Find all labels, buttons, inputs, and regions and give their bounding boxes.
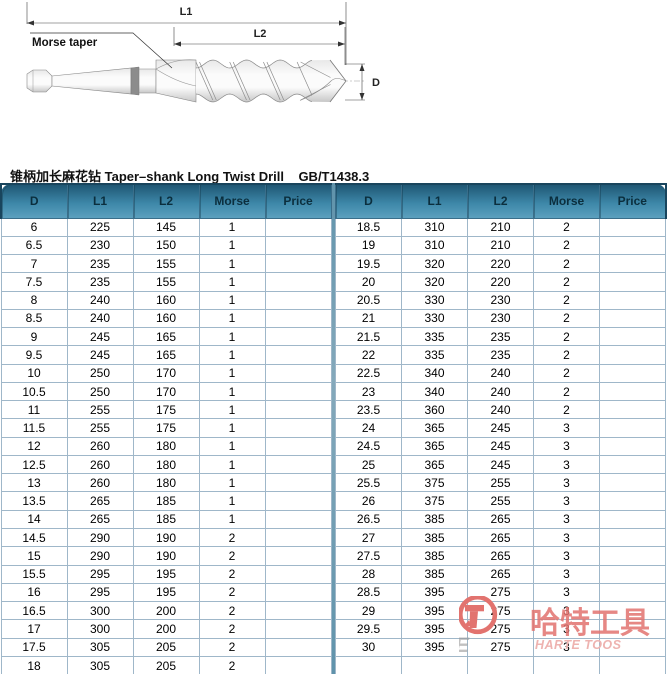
svg-text:L1: L1 bbox=[180, 6, 193, 18]
svg-text:D: D bbox=[372, 77, 380, 89]
svg-text:L2: L2 bbox=[254, 28, 267, 40]
svg-text:Morse taper: Morse taper bbox=[32, 37, 98, 49]
